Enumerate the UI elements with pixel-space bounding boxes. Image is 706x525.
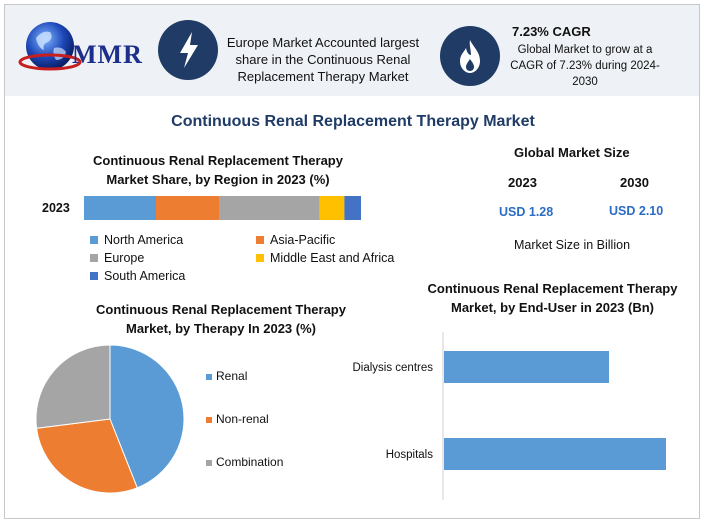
therapy-pie-chart: Renal Non-renal Combination bbox=[35, 344, 283, 494]
legend-swatch bbox=[90, 236, 98, 244]
flame-icon-badge bbox=[440, 26, 500, 86]
legend-item-north-america: North America bbox=[90, 233, 183, 247]
region-bar-segment-europe bbox=[219, 196, 320, 220]
legend-item-europe: Europe bbox=[90, 251, 144, 265]
pie-slice-renal bbox=[109, 344, 185, 489]
pie-slice-combination bbox=[35, 344, 111, 429]
cagr-title: 7.23% CAGR bbox=[512, 24, 591, 39]
region-category-label: 2023 bbox=[42, 201, 70, 215]
pie-legend-label: Non-renal bbox=[216, 412, 269, 426]
lightning-icon-badge bbox=[158, 20, 218, 80]
region-chart: 2023 bbox=[42, 196, 361, 220]
logo bbox=[16, 14, 146, 84]
value-2030: USD 2.10 bbox=[609, 204, 664, 218]
legend-label: North America bbox=[104, 233, 184, 247]
region-bar-segment-middle-east-and-africa bbox=[319, 196, 345, 220]
globe-icon bbox=[18, 22, 82, 71]
legend-swatch bbox=[256, 254, 264, 262]
market-size-note: Market Size in Billion bbox=[514, 238, 630, 252]
region-bar-segment-asia-pacific bbox=[156, 196, 220, 220]
legend-swatch bbox=[90, 272, 98, 280]
header-band bbox=[4, 4, 700, 96]
year-2030-label: 2030 bbox=[620, 175, 649, 190]
pie-legend-swatch bbox=[206, 417, 212, 423]
pie-slice-non-renal bbox=[36, 418, 138, 494]
enduser-category-label: Hospitals bbox=[386, 449, 434, 461]
enduser-bar-dialysis-centres bbox=[444, 351, 609, 383]
lightning-icon bbox=[180, 32, 198, 68]
therapy-chart-title: Continuous Renal Replacement Therapy Mar… bbox=[96, 302, 346, 336]
legend-item-asia-pacific: Asia-Pacific bbox=[256, 233, 335, 247]
legend-swatch bbox=[256, 236, 264, 244]
value-2023: USD 1.28 bbox=[499, 205, 554, 219]
legend-label: Europe bbox=[104, 251, 145, 265]
pie-legend-swatch bbox=[206, 460, 212, 466]
legend-label: Asia-Pacific bbox=[270, 233, 336, 247]
legend-label: South America bbox=[104, 269, 186, 283]
enduser-bar-hospitals bbox=[444, 438, 666, 470]
region-bar-segment-south-america bbox=[344, 196, 361, 220]
enduser-chart-title: Continuous Renal Replacement Therapy Mar… bbox=[427, 281, 678, 315]
region-chart-title: Continuous Renal Replacement Therapy Mar… bbox=[93, 153, 343, 187]
region-bar-segment-north-america bbox=[84, 196, 157, 220]
legend-item-south-america: South America bbox=[90, 269, 185, 283]
cagr-text: Global Market to grow at a CAGR of 7.23%… bbox=[510, 44, 660, 88]
pie-legend-label: Renal bbox=[216, 369, 247, 383]
market-size-note-text: Market Size in Billion bbox=[514, 238, 631, 252]
year-2023-label: 2023 bbox=[508, 175, 537, 190]
infographic-frame bbox=[4, 4, 700, 519]
legend-item-middle-east-and-africa: Middle East and Africa bbox=[256, 251, 394, 265]
europe-stat-text: Europe Market Accounted largest share in… bbox=[226, 35, 420, 84]
logo-text: MMR bbox=[72, 40, 143, 69]
pie-legend-swatch bbox=[206, 374, 212, 380]
page-title: Continuous Renal Replacement Therapy Mar… bbox=[171, 113, 535, 130]
enduser-bar-chart: Dialysis centres Hospitals bbox=[352, 332, 666, 500]
legend-label: Middle East and Africa bbox=[270, 251, 395, 265]
global-market-title: Global Market Size bbox=[514, 145, 630, 160]
flame-icon bbox=[460, 40, 480, 73]
enduser-category-label: Dialysis centres bbox=[352, 362, 433, 374]
legend-swatch bbox=[90, 254, 98, 262]
pie-legend-label: Combination bbox=[216, 455, 283, 469]
